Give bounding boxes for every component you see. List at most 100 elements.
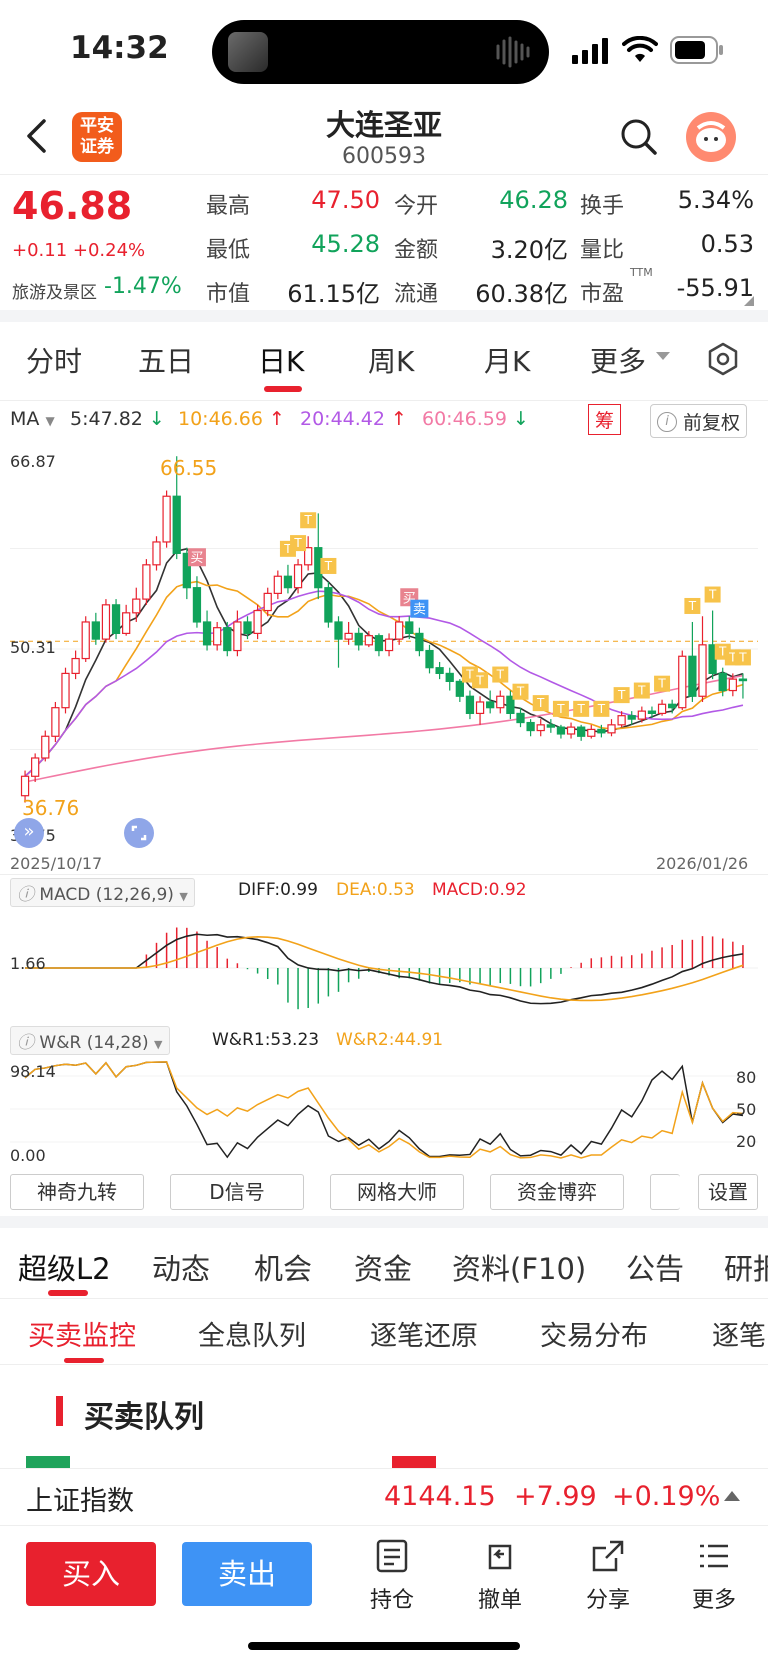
tab-f10[interactable]: 资料(F10) <box>452 1252 587 1286</box>
wr-level-50: 50 <box>736 1100 757 1119</box>
candle-body <box>445 672 454 683</box>
ma60-value: 60:46.59 ↓ <box>422 408 529 430</box>
candle-body <box>172 495 181 554</box>
subtab-tick-replay[interactable]: 逐笔还原 <box>370 1321 478 1352</box>
tool-more-button[interactable] <box>650 1174 680 1210</box>
wr-level-20: 20 <box>736 1132 757 1151</box>
adjust-button[interactable]: i 前复权 <box>650 404 748 438</box>
buy-signal-marker: 买 <box>187 548 206 567</box>
candle-body <box>475 701 485 715</box>
divider <box>0 400 768 401</box>
tab-monthly-k[interactable]: 月K <box>484 345 531 378</box>
tab-opportunity[interactable]: 机会 <box>254 1252 313 1286</box>
marker-bg <box>654 675 671 692</box>
candle-body <box>698 644 707 697</box>
sell-button[interactable]: 卖出 <box>182 1542 312 1606</box>
wr-chart[interactable] <box>10 1054 758 1164</box>
wr-level-80: 80 <box>736 1068 757 1087</box>
cancel-order-button[interactable]: 撤单 <box>460 1538 540 1614</box>
tab-daily-k[interactable]: 日K <box>258 345 305 378</box>
tab-reports[interactable]: 研报 <box>724 1252 768 1286</box>
caret-down-icon: ▼ <box>45 414 55 428</box>
sector-name[interactable]: 旅游及景区 <box>12 283 97 303</box>
ma20-line <box>24 590 744 777</box>
candle-body <box>304 547 313 566</box>
candle-body <box>536 724 545 732</box>
amount-value: 3.20亿 <box>490 236 568 264</box>
marker-bg <box>512 683 529 700</box>
marker-bg <box>300 512 317 529</box>
marker-bg <box>320 557 337 574</box>
chip-distribution-button[interactable]: 筹 <box>588 404 622 435</box>
search-icon[interactable] <box>620 118 658 156</box>
tab-super-l2[interactable]: 超级L2 <box>18 1252 111 1286</box>
candle-body <box>627 715 636 720</box>
high-label: 最高 <box>206 194 251 219</box>
tab-funds[interactable]: 资金 <box>354 1252 413 1286</box>
macd-chart[interactable] <box>10 904 758 1020</box>
marker-bg <box>472 672 489 689</box>
d-signal-button[interactable]: D信号 <box>170 1174 304 1210</box>
broker-logo: 平安 证券 <box>72 112 122 162</box>
candle-body <box>425 649 434 669</box>
buy-button[interactable]: 买入 <box>26 1542 156 1606</box>
candle-body <box>577 726 586 737</box>
marker-text: T <box>738 650 747 664</box>
subtab-tick[interactable]: 逐笔 <box>712 1321 766 1352</box>
share-button[interactable]: 分享 <box>568 1538 648 1614</box>
candle-body <box>324 587 333 623</box>
tools-settings-button[interactable]: 设置 <box>698 1174 758 1210</box>
tab-announcements[interactable]: 公告 <box>626 1252 685 1286</box>
wr-selector[interactable]: ⓘ W&R (14,28) ▼ <box>10 1026 170 1055</box>
back-icon[interactable] <box>24 118 50 154</box>
ma5-value: 5:47.82 ↓ <box>70 408 165 430</box>
candle-body <box>546 724 555 728</box>
macd-selector[interactable]: ⓘ MACD (12,26,9) ▼ <box>10 878 195 907</box>
tab-intraday[interactable]: 分时 <box>26 345 83 378</box>
low-value: 45.28 <box>311 230 380 258</box>
candle-body <box>31 757 40 777</box>
marker-bg <box>290 535 307 552</box>
wr2-line <box>24 1061 744 1159</box>
section-marker <box>56 1396 63 1426</box>
expand-corner-icon[interactable] <box>744 296 754 306</box>
subtab-trade-distribution[interactable]: 交易分布 <box>540 1321 648 1352</box>
tab-weekly-k[interactable]: 周K <box>368 345 415 378</box>
candle-body <box>647 710 657 715</box>
volume-ratio-label: 量比 <box>580 238 625 263</box>
settings-gear-icon[interactable] <box>706 342 740 376</box>
marker-text: T <box>465 668 474 682</box>
candle-body <box>496 695 505 709</box>
marker-text: T <box>324 559 333 573</box>
info-icon: ⓘ <box>17 885 34 905</box>
candle-body <box>506 695 515 715</box>
grid-master-button[interactable]: 网格大师 <box>330 1174 464 1210</box>
ma5-line <box>24 547 744 777</box>
share-icon <box>592 1540 624 1572</box>
wr-label: W&R (14,28) <box>39 1033 149 1053</box>
t-marker: T <box>512 683 529 700</box>
fund-game-button[interactable]: 资金博弈 <box>490 1174 624 1210</box>
turnover-value: 5.34% <box>677 186 754 214</box>
tab-more[interactable]: 更多 <box>590 345 647 378</box>
diff-line <box>25 933 744 1005</box>
wr2-value: W&R2:44.91 <box>336 1030 444 1050</box>
candle-body <box>41 735 50 759</box>
candle-body <box>61 672 70 709</box>
tab-five-day[interactable]: 五日 <box>138 345 195 378</box>
fullscreen-icon[interactable] <box>124 818 154 848</box>
tab-news[interactable]: 动态 <box>152 1252 211 1286</box>
candle-body <box>243 621 252 634</box>
index-bar[interactable]: 上证指数 4144.15 +7.99 +0.19% <box>0 1468 768 1526</box>
signal-icon <box>572 38 608 64</box>
expand-left-icon[interactable]: » <box>14 818 44 848</box>
subtab-full-queue[interactable]: 全息队列 <box>198 1321 306 1352</box>
subtab-trade-monitor[interactable]: 买卖监控 <box>28 1321 136 1352</box>
more-button[interactable]: 更多 <box>674 1538 754 1614</box>
ma-selector[interactable]: MA ▼ <box>10 408 55 430</box>
nine-turn-button[interactable]: 神奇九转 <box>10 1174 144 1210</box>
candle-body <box>20 775 30 797</box>
positions-button[interactable]: 持仓 <box>352 1538 432 1614</box>
avatar[interactable] <box>686 112 736 162</box>
